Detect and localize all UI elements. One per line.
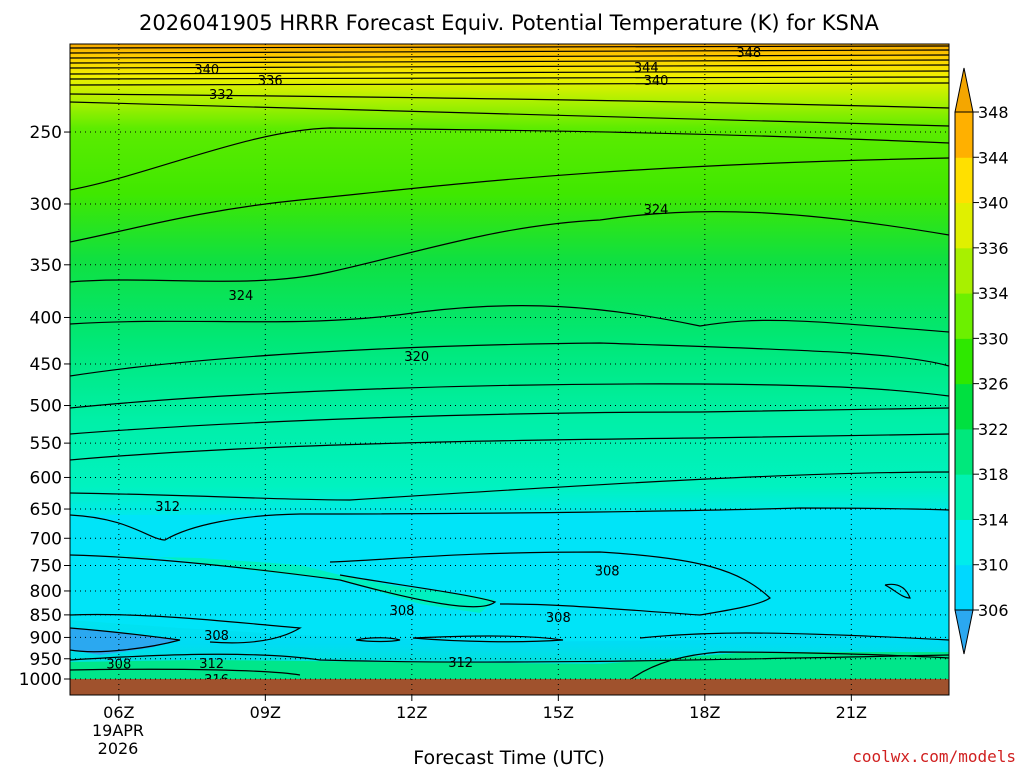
x-date-line1: 19APR <box>92 721 144 740</box>
contour-label: 308 <box>595 565 620 580</box>
pressure-tick-label: 450 <box>30 355 62 375</box>
colorbar-frame <box>954 111 974 611</box>
colorbar-band <box>955 338 973 385</box>
colorbar-tick-label: 306 <box>978 601 1009 620</box>
colorbar-tick-label: 348 <box>978 103 1009 122</box>
contour-label: 308 <box>106 658 131 673</box>
colorbar-band <box>955 519 973 566</box>
pressure-tick-label: 900 <box>30 628 62 648</box>
credit-text: coolwx.com/models <box>852 747 1016 766</box>
colorbar-tick-label: 330 <box>978 329 1009 348</box>
contour-label: 308 <box>204 629 229 644</box>
colorbar-tick-label: 334 <box>978 284 1009 303</box>
pressure-tick-label: 800 <box>30 582 62 602</box>
contour-label: 340 <box>194 63 219 78</box>
colorbar-band <box>955 112 973 158</box>
contour-label: 312 <box>448 656 473 671</box>
time-gridlines <box>118 44 852 695</box>
colorbar-tick-label: 318 <box>978 465 1009 484</box>
pressure-tick-label: 250 <box>30 123 62 143</box>
pressure-tick-label: 550 <box>30 434 62 454</box>
contour-label: 312 <box>155 500 180 515</box>
colorbar-tick-label: 344 <box>978 148 1009 167</box>
colorbar-high-arrow <box>954 67 974 113</box>
pressure-tick-label: 300 <box>30 195 62 215</box>
pressure-tick-label: 350 <box>30 256 62 276</box>
contour-label: 320 <box>404 350 429 365</box>
contour-label: 324 <box>644 203 669 218</box>
time-tick-label: 12Z <box>396 703 427 722</box>
contour-label: 340 <box>644 74 669 89</box>
pressure-tick-label: 600 <box>30 468 62 488</box>
colorbar-tick-label: 310 <box>978 556 1009 575</box>
contour-label: 344 <box>634 61 659 76</box>
time-tick-label: 06Z <box>103 703 134 722</box>
time-tick-label: 15Z <box>543 703 574 722</box>
contour-label: 308 <box>390 604 415 619</box>
pressure-tick-label: 1000 <box>19 670 62 690</box>
colorbar-band <box>955 383 973 430</box>
pressure-tick-label: 950 <box>30 650 62 670</box>
pressure-tick-label: 500 <box>30 397 62 417</box>
cyan-layer-region <box>70 508 949 642</box>
colorbar-band <box>955 474 973 520</box>
chart-title: 2026041905 HRRR Forecast Equiv. Potentia… <box>139 11 880 35</box>
colorbar-low-arrow <box>954 609 974 655</box>
pressure-tick-label: 750 <box>30 556 62 576</box>
terrain-bar <box>70 679 949 695</box>
contour-label: 332 <box>209 88 234 103</box>
time-tick-label: 09Z <box>250 703 281 722</box>
x-date-line2: 2026 <box>98 739 139 758</box>
colorbar-tick-label: 322 <box>978 420 1009 439</box>
contour-label: 312 <box>199 657 224 672</box>
colorbar-band <box>955 157 973 204</box>
colorbar: 306 310 314 318 322 326 330 334 336 340 344 348 <box>954 67 1009 655</box>
low-level-blue-region <box>70 628 180 655</box>
contour-label: 348 <box>736 46 761 61</box>
contour-label: 336 <box>258 74 283 89</box>
plot-frame <box>69 43 950 696</box>
colorbar-tick-label: 340 <box>978 194 1009 213</box>
tongue-region <box>70 555 495 613</box>
contour-label: 324 <box>229 289 254 304</box>
colorbar-tick-label: 326 <box>978 375 1009 394</box>
colorbar-band <box>955 293 973 339</box>
time-tick-label: 21Z <box>836 703 867 722</box>
x-axis-label: Forecast Time (UTC) <box>413 747 604 768</box>
pressure-tick-label: 850 <box>30 606 62 626</box>
contour-lines <box>70 45 949 681</box>
colorbar-band <box>955 564 973 611</box>
colorbar-tick-label: 336 <box>978 239 1009 258</box>
colorbar-band <box>955 247 973 294</box>
pressure-tick-label: 400 <box>30 308 62 328</box>
time-tick-label: 18Z <box>689 703 720 722</box>
pressure-tick-label: 650 <box>30 500 62 520</box>
plot-field <box>70 44 949 695</box>
colorbar-tick-label: 314 <box>978 510 1009 529</box>
pressure-axis: 2503003504004505005506006507007508008509… <box>19 123 70 690</box>
time-axis: 06Z 09Z 12Z 15Z 18Z 21Z <box>103 695 867 722</box>
colorbar-band <box>955 202 973 249</box>
pressure-tick-label: 700 <box>30 529 62 549</box>
contour-label: 308 <box>546 611 571 626</box>
colorbar-band <box>955 428 973 475</box>
